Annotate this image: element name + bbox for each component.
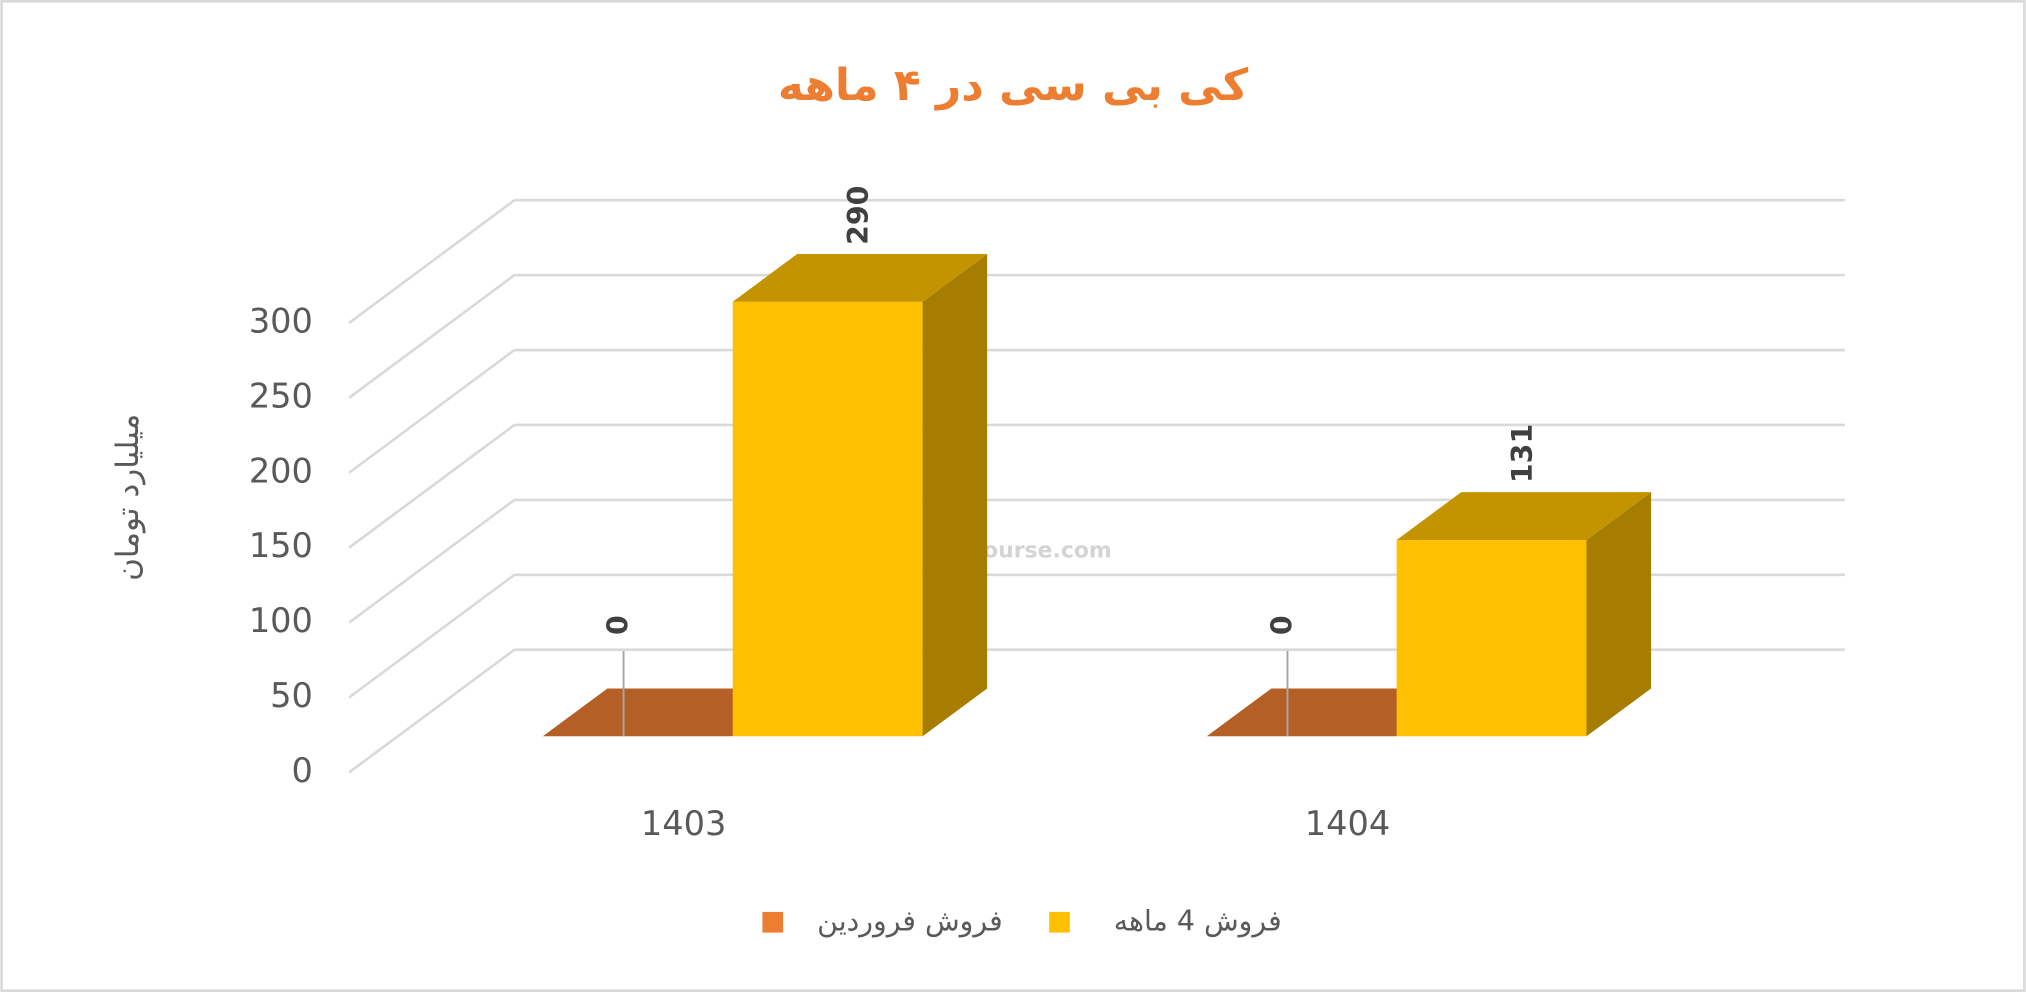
bar-front bbox=[1396, 539, 1587, 737]
legend-swatch bbox=[762, 911, 784, 933]
grid-line-depth bbox=[348, 199, 516, 324]
bar bbox=[732, 253, 988, 737]
x-tick-label: 1403 bbox=[641, 804, 726, 843]
bar bbox=[1396, 492, 1652, 737]
y-tick-label: 200 bbox=[249, 451, 313, 490]
value-label: 131 bbox=[1506, 424, 1539, 483]
bar-front bbox=[732, 301, 923, 737]
grid-line-depth bbox=[348, 349, 516, 474]
value-label: 0 bbox=[1266, 615, 1299, 635]
grid-line-depth bbox=[348, 648, 516, 774]
y-tick-label: 100 bbox=[249, 601, 313, 640]
legend-swatch bbox=[1049, 911, 1070, 933]
grid-line-depth bbox=[348, 274, 516, 399]
chart-title: کی بی سی در ۴ ماهه bbox=[778, 60, 1249, 111]
legend-label: فروش 4 ماهه bbox=[1114, 904, 1282, 937]
grid-line-depth bbox=[348, 498, 516, 624]
value-label: 0 bbox=[602, 615, 635, 635]
bar-top bbox=[1396, 492, 1652, 540]
y-tick-label: 0 bbox=[292, 751, 313, 790]
bar-side bbox=[922, 253, 988, 737]
y-axis-label: میلیارد تومان bbox=[110, 414, 146, 581]
grid-line-depth bbox=[348, 423, 516, 549]
legend-label: فروش فروردین bbox=[817, 904, 1003, 937]
y-tick-label: 50 bbox=[270, 676, 313, 715]
grid-line-depth bbox=[348, 573, 516, 699]
y-tick-label: 150 bbox=[249, 526, 313, 565]
bar-top bbox=[732, 253, 988, 302]
y-tick-label: 250 bbox=[249, 376, 313, 415]
value-label: 290 bbox=[842, 186, 875, 245]
bar-side bbox=[1586, 492, 1652, 737]
x-tick-label: 1404 bbox=[1305, 804, 1390, 843]
y-tick-label: 300 bbox=[249, 301, 313, 340]
